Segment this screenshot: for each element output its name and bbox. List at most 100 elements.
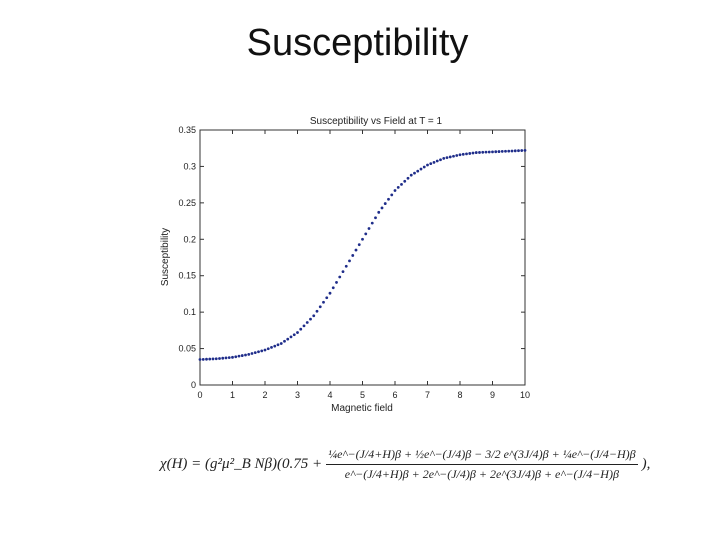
data-point bbox=[354, 248, 358, 252]
data-point bbox=[377, 210, 381, 214]
y-tick-label: 0.35 bbox=[178, 125, 196, 135]
data-point bbox=[344, 264, 348, 268]
data-point bbox=[474, 151, 478, 154]
data-point bbox=[517, 149, 520, 153]
x-tick-label: 0 bbox=[197, 390, 202, 400]
data-point bbox=[328, 291, 332, 295]
data-point bbox=[208, 357, 212, 361]
data-point bbox=[393, 189, 397, 192]
data-point bbox=[416, 169, 420, 173]
data-point bbox=[286, 337, 290, 341]
data-point bbox=[400, 182, 403, 186]
data-point bbox=[403, 179, 407, 183]
data-point bbox=[247, 353, 251, 356]
equation-prefix: χ(H) = (g²μ²_B Nβ)(0.75 + bbox=[160, 456, 323, 472]
data-point bbox=[364, 232, 368, 236]
data-point bbox=[445, 156, 449, 160]
data-point bbox=[331, 286, 335, 290]
data-point bbox=[283, 339, 286, 343]
data-point bbox=[253, 351, 257, 355]
data-point bbox=[240, 354, 244, 357]
data-point bbox=[357, 243, 361, 247]
data-point bbox=[419, 167, 423, 171]
data-point bbox=[335, 281, 338, 284]
data-point bbox=[218, 357, 221, 360]
data-point bbox=[390, 193, 394, 197]
y-tick-label: 0.1 bbox=[183, 307, 196, 317]
y-tick-label: 0.25 bbox=[178, 198, 196, 208]
x-tick-label: 9 bbox=[490, 390, 495, 400]
data-point bbox=[429, 162, 433, 166]
y-tick-label: 0.15 bbox=[178, 271, 196, 281]
data-point bbox=[302, 324, 306, 328]
data-point bbox=[500, 150, 504, 153]
data-point bbox=[198, 358, 202, 361]
data-point bbox=[315, 309, 319, 313]
data-point bbox=[260, 349, 264, 353]
x-axis-label: Magnetic field bbox=[331, 403, 393, 414]
data-point bbox=[299, 327, 303, 331]
data-point bbox=[478, 151, 481, 154]
x-tick-label: 6 bbox=[392, 390, 397, 400]
data-point bbox=[221, 356, 225, 360]
x-tick-label: 1 bbox=[230, 390, 235, 400]
data-point bbox=[439, 158, 442, 162]
data-point bbox=[513, 149, 517, 153]
data-point bbox=[383, 202, 387, 205]
data-point bbox=[309, 317, 312, 321]
data-point bbox=[296, 331, 299, 334]
chart-svg: Susceptibility vs Field at T = 1 0 0.05 0.… bbox=[160, 116, 530, 414]
data-point bbox=[435, 159, 439, 163]
data-point bbox=[380, 206, 384, 210]
data-point bbox=[348, 259, 351, 263]
data-point bbox=[270, 346, 273, 349]
data-point bbox=[214, 357, 218, 361]
data-point bbox=[510, 149, 514, 153]
equation-denominator: e^−(J/4+H)β + 2e^−(J/4)β + 2e^(3J/4)β + … bbox=[344, 467, 619, 481]
data-point bbox=[325, 296, 329, 300]
data-point bbox=[422, 165, 426, 169]
data-point bbox=[452, 154, 455, 158]
data-point bbox=[432, 160, 436, 164]
data-point bbox=[211, 357, 215, 361]
data-point bbox=[227, 356, 231, 360]
data-point bbox=[305, 321, 309, 324]
data-point bbox=[481, 150, 485, 154]
y-tick-label: 0.05 bbox=[178, 344, 196, 354]
data-point bbox=[494, 150, 498, 154]
data-point bbox=[370, 221, 374, 225]
data-point bbox=[442, 157, 446, 160]
data-point bbox=[409, 173, 413, 177]
equation-fraction: ¼e^−(J/4+H)β + ½e^−(J/4)β − 3/2 e^(3J/4)… bbox=[326, 447, 638, 482]
x-tick-label: 2 bbox=[262, 390, 267, 400]
data-point bbox=[471, 151, 475, 155]
chart: Susceptibility vs Field at T = 1 0 0.05 0.… bbox=[150, 105, 540, 420]
data-point bbox=[257, 350, 260, 354]
data-point bbox=[250, 352, 254, 355]
x-tick-label: 5 bbox=[360, 390, 365, 400]
data-point bbox=[234, 355, 238, 359]
x-tick-label: 3 bbox=[295, 390, 300, 400]
data-point bbox=[279, 342, 283, 345]
data-point bbox=[231, 355, 234, 359]
data-point bbox=[491, 150, 494, 154]
susceptibility-equation: χ(H) = (g²μ²_B Nβ)(0.75 + ¼e^−(J/4+H)β +… bbox=[160, 447, 650, 482]
data-point bbox=[292, 333, 296, 337]
equation-suffix: ), bbox=[641, 456, 651, 472]
data-point bbox=[338, 275, 342, 279]
x-tick-label: 8 bbox=[457, 390, 462, 400]
data-point bbox=[465, 152, 468, 156]
data-point bbox=[497, 150, 501, 153]
data-point bbox=[237, 354, 241, 358]
data-point bbox=[361, 237, 364, 241]
data-point bbox=[263, 348, 267, 352]
chart-title: Susceptibility vs Field at T = 1 bbox=[310, 116, 443, 127]
x-tick-label: 4 bbox=[327, 390, 332, 400]
data-point bbox=[455, 154, 459, 157]
data-point bbox=[318, 305, 322, 309]
data-point bbox=[396, 186, 400, 189]
data-point bbox=[468, 152, 472, 155]
data-point bbox=[461, 152, 465, 156]
data-point bbox=[322, 300, 325, 304]
data-point bbox=[487, 150, 491, 154]
